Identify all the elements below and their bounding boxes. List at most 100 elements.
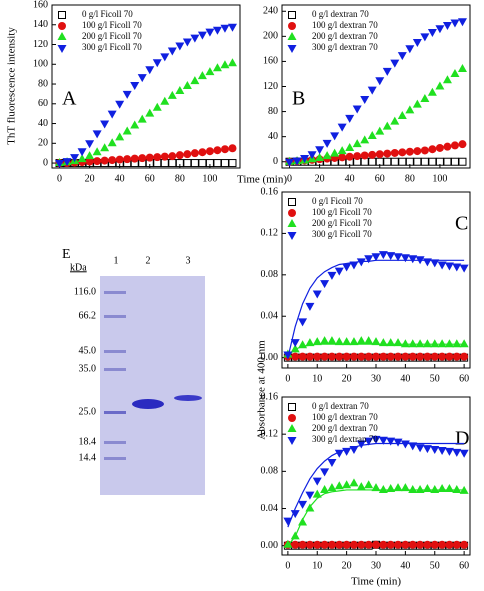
point bbox=[145, 153, 154, 162]
point bbox=[422, 258, 432, 267]
legend-symbol bbox=[288, 403, 296, 411]
point bbox=[334, 267, 344, 276]
point bbox=[408, 339, 418, 348]
point bbox=[405, 157, 414, 166]
point bbox=[383, 149, 392, 158]
gel-label: E bbox=[62, 247, 71, 262]
y-tick-label: 0.08 bbox=[261, 466, 279, 477]
point bbox=[283, 351, 293, 360]
marker-label: 35.0 bbox=[79, 363, 97, 374]
point bbox=[356, 336, 366, 345]
point bbox=[452, 448, 462, 457]
point bbox=[379, 352, 388, 361]
y-tick-label: 240 bbox=[263, 6, 278, 17]
point bbox=[190, 34, 200, 43]
point bbox=[213, 146, 222, 155]
point bbox=[443, 157, 452, 166]
panel-label: C bbox=[455, 213, 468, 235]
legend-symbol bbox=[288, 198, 296, 206]
point bbox=[338, 153, 347, 162]
legend-symbol bbox=[287, 232, 297, 240]
x-tick-label: 50 bbox=[430, 373, 440, 384]
point bbox=[305, 352, 314, 361]
point bbox=[435, 143, 444, 152]
legend-label: 100 g/l dextran 70 bbox=[312, 20, 378, 30]
point bbox=[412, 38, 422, 47]
y-axis-label: Absorbance at 400 nm bbox=[256, 340, 268, 440]
point bbox=[213, 159, 222, 168]
x-tick-label: 40 bbox=[400, 373, 410, 384]
point bbox=[305, 491, 315, 500]
legend-label: 0 g/l Ficoll 70 bbox=[82, 9, 133, 19]
legend-symbol bbox=[288, 22, 296, 30]
y-tick-label: 140 bbox=[33, 19, 48, 30]
point bbox=[353, 152, 362, 161]
marker-label: 45.0 bbox=[79, 345, 97, 356]
point bbox=[198, 159, 207, 168]
point bbox=[160, 152, 169, 161]
point bbox=[153, 153, 162, 162]
point bbox=[291, 540, 300, 549]
legend-symbol bbox=[58, 22, 66, 30]
point bbox=[283, 539, 293, 548]
point bbox=[356, 440, 366, 449]
point bbox=[416, 540, 425, 549]
marker-label: 25.0 bbox=[79, 406, 97, 417]
point bbox=[457, 63, 467, 72]
y-tick-label: 40 bbox=[38, 118, 48, 129]
point bbox=[175, 42, 185, 51]
x-tick-label: 40 bbox=[115, 173, 125, 184]
point bbox=[320, 468, 330, 477]
point bbox=[400, 440, 410, 449]
x-axis-label: Time (min) bbox=[351, 576, 401, 588]
y-tick-label: 60 bbox=[38, 98, 48, 109]
point bbox=[100, 120, 110, 129]
plot-frame bbox=[51, 4, 241, 169]
point bbox=[408, 255, 418, 264]
point bbox=[368, 150, 377, 159]
point bbox=[430, 446, 440, 455]
point bbox=[298, 500, 308, 509]
gel-image bbox=[100, 276, 205, 495]
x-tick-label: 20 bbox=[342, 560, 352, 571]
point bbox=[405, 105, 415, 114]
x-tick-label: 30 bbox=[371, 373, 381, 384]
point bbox=[182, 38, 192, 47]
y-tick-label: 0 bbox=[273, 156, 278, 167]
point bbox=[435, 157, 444, 166]
point bbox=[205, 159, 214, 168]
point bbox=[167, 47, 177, 56]
point bbox=[137, 114, 147, 123]
x-tick-label: 80 bbox=[405, 173, 415, 184]
x-tick-label: 10 bbox=[312, 560, 322, 571]
point bbox=[430, 339, 440, 348]
x-tick-label: 30 bbox=[371, 560, 381, 571]
point bbox=[437, 446, 447, 455]
point bbox=[220, 24, 230, 33]
point bbox=[367, 86, 377, 95]
point bbox=[85, 140, 95, 149]
point bbox=[349, 261, 359, 270]
point bbox=[77, 154, 87, 163]
point bbox=[386, 338, 396, 347]
point bbox=[334, 449, 344, 458]
point bbox=[130, 82, 140, 91]
point bbox=[70, 154, 80, 163]
point bbox=[415, 444, 425, 453]
point bbox=[322, 151, 332, 160]
point bbox=[313, 352, 322, 361]
y-tick-label: 0.16 bbox=[261, 186, 279, 197]
y-tick-label: 200 bbox=[263, 31, 278, 42]
legend-symbol bbox=[287, 437, 297, 445]
point bbox=[327, 459, 337, 468]
point bbox=[400, 483, 410, 492]
point bbox=[364, 480, 374, 489]
legend-symbol bbox=[58, 11, 66, 19]
point bbox=[357, 540, 366, 549]
point bbox=[342, 263, 352, 272]
point bbox=[122, 90, 132, 99]
point bbox=[393, 438, 403, 447]
point bbox=[443, 142, 452, 151]
point bbox=[115, 155, 124, 164]
